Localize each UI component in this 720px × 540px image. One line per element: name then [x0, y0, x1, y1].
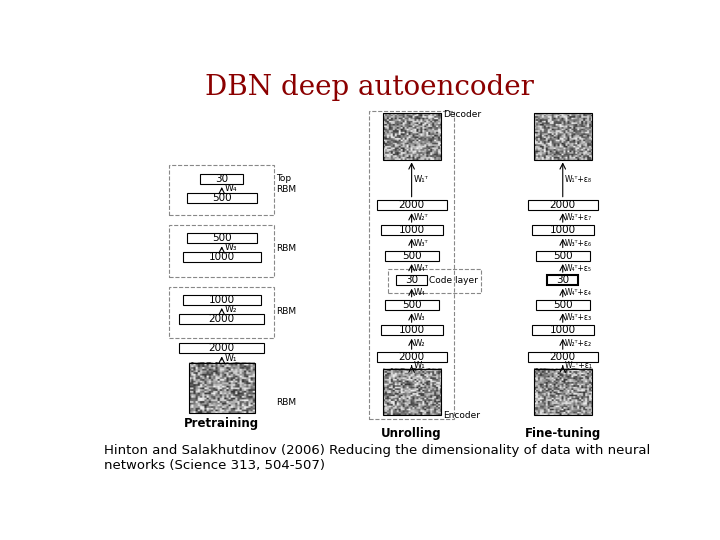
Bar — [187, 193, 256, 203]
Text: 2000: 2000 — [399, 353, 425, 362]
Text: W₋ᵀ+ε₁: W₋ᵀ+ε₁ — [565, 361, 593, 370]
Text: W₄ᵀ+ε₅: W₄ᵀ+ε₅ — [565, 264, 592, 273]
Bar — [381, 326, 443, 335]
Text: W₄: W₄ — [225, 184, 238, 193]
Bar — [369, 111, 454, 419]
Bar — [169, 225, 274, 276]
Bar — [179, 314, 264, 324]
Text: 2000: 2000 — [209, 314, 235, 324]
Text: DBN deep autoencoder: DBN deep autoencoder — [204, 74, 534, 101]
Text: 500: 500 — [553, 300, 572, 310]
Text: W₂: W₂ — [225, 305, 238, 314]
Text: 30: 30 — [405, 275, 418, 286]
Text: 2000: 2000 — [209, 343, 235, 353]
Text: W₃ᵀ: W₃ᵀ — [414, 239, 428, 247]
Text: W₁ᵀ: W₁ᵀ — [414, 175, 429, 184]
Bar — [547, 275, 578, 286]
Text: W₂ᵀ+ε₂: W₂ᵀ+ε₂ — [565, 340, 593, 348]
Bar — [532, 225, 594, 235]
Text: 1000: 1000 — [399, 326, 425, 335]
Bar — [169, 287, 274, 338]
Bar — [536, 251, 590, 261]
Bar — [377, 353, 446, 362]
Text: Unrolling: Unrolling — [382, 427, 442, 440]
Text: Hinton and Salakhutdinov (2006) Reducing the dimensionality of data with neural
: Hinton and Salakhutdinov (2006) Reducing… — [104, 444, 650, 471]
Text: 500: 500 — [402, 251, 421, 261]
Text: 2000: 2000 — [549, 200, 576, 210]
Text: W₁ᵀ+ε₈: W₁ᵀ+ε₈ — [565, 175, 592, 184]
Text: W₃: W₃ — [225, 243, 238, 252]
Text: W₂ᵀ+ε₇: W₂ᵀ+ε₇ — [565, 213, 592, 222]
Text: W₁: W₁ — [414, 361, 426, 370]
Bar — [179, 343, 264, 353]
Text: 1000: 1000 — [549, 225, 576, 235]
Bar — [183, 252, 261, 262]
Text: 2000: 2000 — [549, 353, 576, 362]
Bar — [183, 295, 261, 305]
Text: 2000: 2000 — [399, 200, 425, 210]
Bar — [169, 165, 274, 215]
Text: Top
RBM: Top RBM — [276, 174, 296, 194]
Bar — [382, 113, 441, 159]
Text: 500: 500 — [212, 193, 232, 203]
Text: W₄: W₄ — [414, 288, 426, 297]
Text: RBM: RBM — [276, 307, 296, 316]
Text: 30: 30 — [556, 275, 570, 286]
Bar — [396, 275, 427, 286]
Bar — [377, 200, 446, 210]
Text: W₃: W₃ — [414, 313, 426, 322]
Bar — [534, 113, 592, 159]
Text: Code layer: Code layer — [429, 276, 478, 285]
Bar — [200, 174, 243, 184]
Text: RBM: RBM — [276, 244, 296, 253]
Text: W₄ᵀ: W₄ᵀ — [414, 264, 429, 273]
Text: W₃ᵀ+ε₃: W₃ᵀ+ε₃ — [565, 313, 593, 322]
Text: W₄ᵀ+ε₄: W₄ᵀ+ε₄ — [565, 288, 592, 297]
Bar — [381, 225, 443, 235]
Text: W₁: W₁ — [225, 354, 238, 363]
Text: Decoder: Decoder — [443, 110, 481, 119]
Bar — [187, 233, 256, 243]
Bar — [532, 326, 594, 335]
Text: Fine-tuning: Fine-tuning — [525, 427, 601, 440]
Text: Pretraining: Pretraining — [184, 417, 259, 430]
Text: RBM: RBM — [276, 397, 296, 407]
Text: 500: 500 — [553, 251, 572, 261]
Bar — [384, 300, 438, 310]
Bar — [528, 353, 598, 362]
Text: 1000: 1000 — [549, 326, 576, 335]
Bar — [528, 200, 598, 210]
Text: 1000: 1000 — [209, 295, 235, 305]
Text: 500: 500 — [212, 233, 232, 243]
Text: 1000: 1000 — [399, 225, 425, 235]
Bar — [388, 269, 482, 294]
Text: W₂: W₂ — [414, 340, 426, 348]
Text: W₂ᵀ: W₂ᵀ — [414, 213, 428, 222]
Text: 30: 30 — [215, 174, 228, 184]
Bar — [189, 363, 255, 413]
Bar — [534, 369, 592, 415]
Text: Encoder: Encoder — [443, 410, 480, 420]
Bar — [382, 369, 441, 415]
Text: 500: 500 — [402, 300, 421, 310]
Text: 1000: 1000 — [209, 252, 235, 262]
Bar — [384, 251, 438, 261]
Bar — [536, 300, 590, 310]
Text: W₃ᵀ+ε₆: W₃ᵀ+ε₆ — [565, 239, 593, 247]
